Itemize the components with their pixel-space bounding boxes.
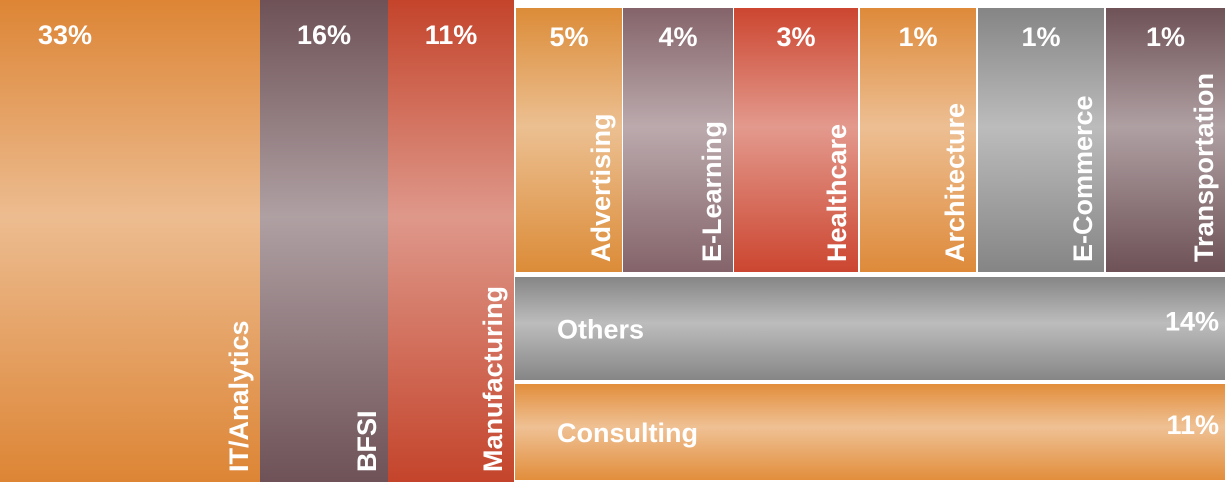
value-label: 14% [1165,307,1219,337]
tile-shading [0,0,260,482]
value-label: 5% [549,22,588,52]
tile-shading [260,0,388,482]
category-label: E-Commerce [1068,95,1098,262]
category-label: Advertising [586,113,616,262]
value-label: 1% [1021,22,1060,52]
category-label: Healthcare [822,124,852,262]
value-label: 11% [425,20,478,50]
value-label: 16% [297,20,351,50]
tile-shading [515,384,1225,480]
tile-shading [860,8,976,272]
value-label: 33% [38,20,92,50]
value-label: 3% [776,22,815,52]
category-label: E-Learning [697,121,727,262]
category-label: Architecture [940,103,970,262]
tile-shading [623,8,733,272]
category-label: Consulting [557,418,698,448]
tile-shading [734,8,858,272]
tile-shading [515,277,1225,380]
category-label: Transportation [1189,73,1219,262]
tile-shading [1106,8,1225,272]
tile-shading [978,8,1104,272]
tile-shading [388,0,514,482]
value-label: 1% [1146,22,1185,52]
value-label: 4% [658,22,697,52]
category-label: IT/Analytics [224,320,254,472]
value-label: 1% [898,22,937,52]
category-label: Others [557,315,644,345]
tile-shading [516,8,622,272]
value-label: 11% [1166,410,1219,440]
category-label: BFSI [352,410,382,472]
category-label: Manufacturing [478,286,508,472]
